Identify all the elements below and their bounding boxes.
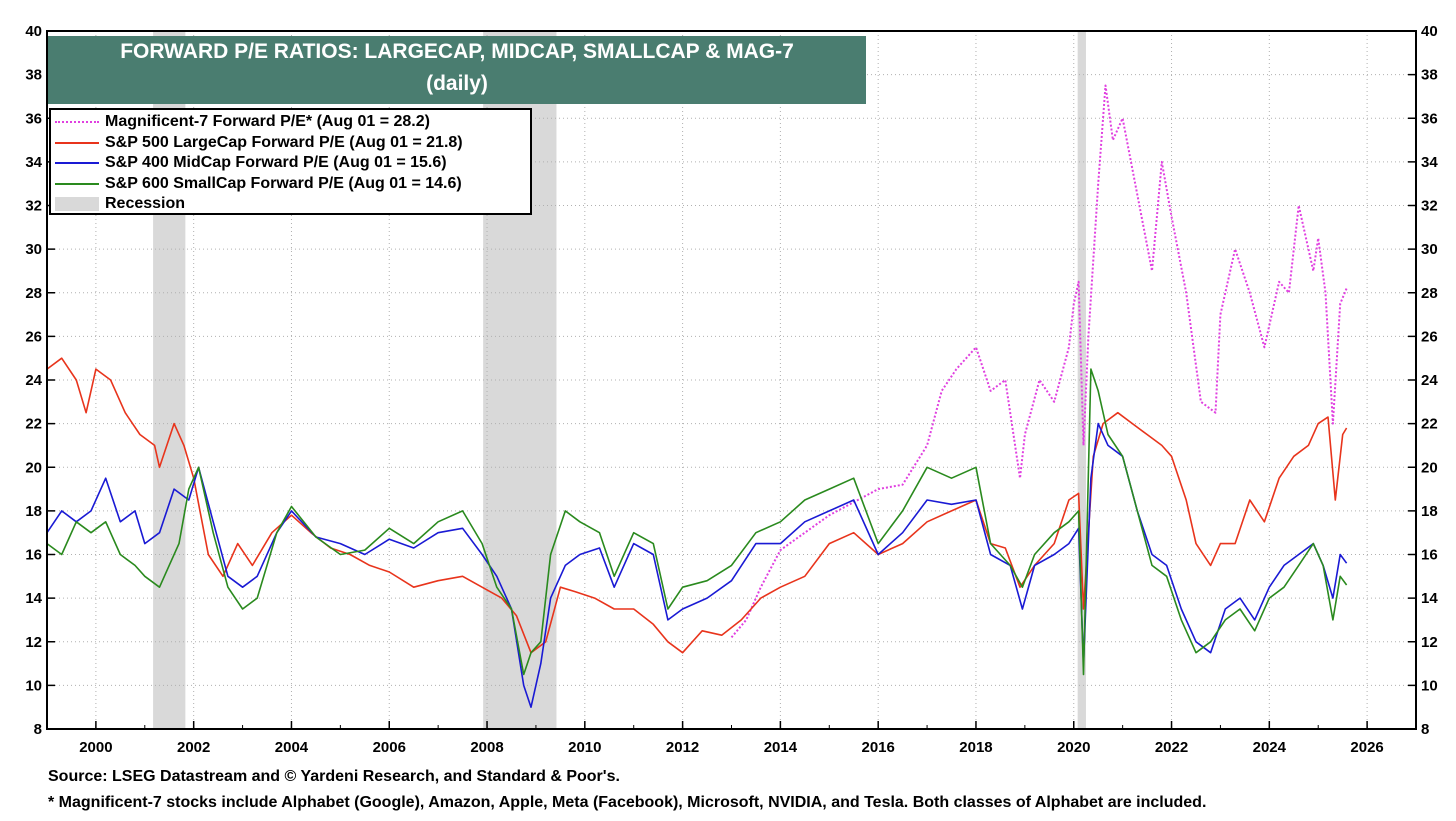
x-tick-label: 2018 (959, 739, 992, 756)
x-tick-label: 2016 (861, 739, 894, 756)
x-tick-label: 2000 (79, 739, 112, 756)
y-tick-label-right: 22 (1421, 416, 1438, 433)
legend-label: S&P 500 LargeCap Forward P/E (Aug 01 = 2… (105, 133, 463, 151)
legend-label: S&P 400 MidCap Forward P/E (Aug 01 = 15.… (105, 154, 447, 172)
x-tick-label: 2020 (1057, 739, 1090, 756)
y-tick-label-left: 22 (25, 416, 42, 433)
chart-title: FORWARD P/E RATIOS: LARGECAP, MIDCAP, SM… (120, 40, 794, 63)
source-note: Source: LSEG Datastream and © Yardeni Re… (48, 768, 620, 785)
y-tick-label-right: 14 (1421, 590, 1438, 607)
legend-item-recession: Recession (55, 194, 530, 215)
legend-swatch-recession (55, 197, 99, 212)
x-tick-label: 2006 (373, 739, 406, 756)
series-lines (46, 84, 1348, 708)
y-tick-label-left: 14 (25, 590, 42, 607)
chart-subtitle: (daily) (426, 72, 488, 95)
y-tick-label-left: 12 (25, 634, 42, 651)
x-tick-label: 2002 (177, 739, 210, 756)
y-tick-label-right: 28 (1421, 285, 1438, 302)
y-tick-label-left: 18 (25, 503, 42, 520)
series-line-1 (46, 357, 1348, 654)
y-tick-label-left: 28 (25, 285, 42, 302)
x-tick-label: 2014 (764, 739, 798, 756)
legend-item: S&P 600 SmallCap Forward P/E (Aug 01 = 1… (55, 174, 530, 195)
legend-label: Magnificent-7 Forward P/E* (Aug 01 = 28.… (105, 113, 430, 131)
y-tick-label-right: 32 (1421, 198, 1438, 215)
x-tick-label: 2010 (568, 739, 601, 756)
y-tick-label-left: 10 (25, 677, 42, 694)
series-line-3 (46, 368, 1348, 676)
y-tick-label-left: 38 (25, 67, 42, 84)
recession-band-2 (1077, 31, 1086, 729)
legend-swatch (55, 156, 99, 170)
legend-item: S&P 500 LargeCap Forward P/E (Aug 01 = 2… (55, 133, 530, 154)
y-tick-label-left: 34 (25, 154, 42, 171)
y-tick-label-right: 24 (1421, 372, 1438, 389)
series-line-0 (730, 84, 1348, 639)
y-tick-label-left: 8 (34, 721, 42, 738)
y-tick-label-left: 40 (25, 23, 42, 40)
y-tick-label-right: 8 (1421, 721, 1429, 738)
y-tick-label-left: 16 (25, 547, 42, 564)
chart-title-box: FORWARD P/E RATIOS: LARGECAP, MIDCAP, SM… (48, 36, 866, 104)
x-tick-label: 2012 (666, 739, 699, 756)
y-tick-label-right: 36 (1421, 110, 1438, 127)
y-tick-label-right: 38 (1421, 67, 1438, 84)
series-line-2 (46, 422, 1348, 708)
y-tick-label-right: 34 (1421, 154, 1438, 171)
legend-item: S&P 400 MidCap Forward P/E (Aug 01 = 15.… (55, 153, 530, 174)
y-tick-label-left: 32 (25, 198, 42, 215)
y-tick-label-right: 16 (1421, 547, 1438, 564)
y-tick-label-right: 12 (1421, 634, 1438, 651)
y-tick-label-left: 24 (25, 372, 42, 389)
y-tick-label-right: 26 (1421, 328, 1438, 345)
x-tick-label: 2004 (275, 739, 309, 756)
y-tick-label-right: 18 (1421, 503, 1438, 520)
y-tick-label-right: 10 (1421, 677, 1438, 694)
y-tick-label-left: 20 (25, 459, 42, 476)
x-tick-label: 2026 (1350, 739, 1383, 756)
y-tick-label-left: 26 (25, 328, 42, 345)
y-tick-label-left: 36 (25, 110, 42, 127)
legend-swatch (55, 136, 99, 150)
y-tick-label-right: 30 (1421, 241, 1438, 258)
x-tick-label: 2024 (1253, 739, 1287, 756)
legend-label: S&P 600 SmallCap Forward P/E (Aug 01 = 1… (105, 174, 462, 192)
y-tick-label-right: 20 (1421, 459, 1438, 476)
legend-label-recession: Recession (105, 195, 186, 213)
legend-item: Magnificent-7 Forward P/E* (Aug 01 = 28.… (55, 112, 530, 133)
legend: Magnificent-7 Forward P/E* (Aug 01 = 28.… (49, 108, 532, 215)
x-tick-label: 2022 (1155, 739, 1188, 756)
x-tick-label: 2008 (470, 739, 503, 756)
legend-swatch (55, 177, 99, 191)
legend-swatch (55, 115, 99, 129)
y-tick-label-left: 30 (25, 241, 42, 258)
mag7-footnote: * Magnificent-7 stocks include Alphabet … (48, 794, 1207, 811)
y-tick-label-right: 40 (1421, 23, 1438, 40)
